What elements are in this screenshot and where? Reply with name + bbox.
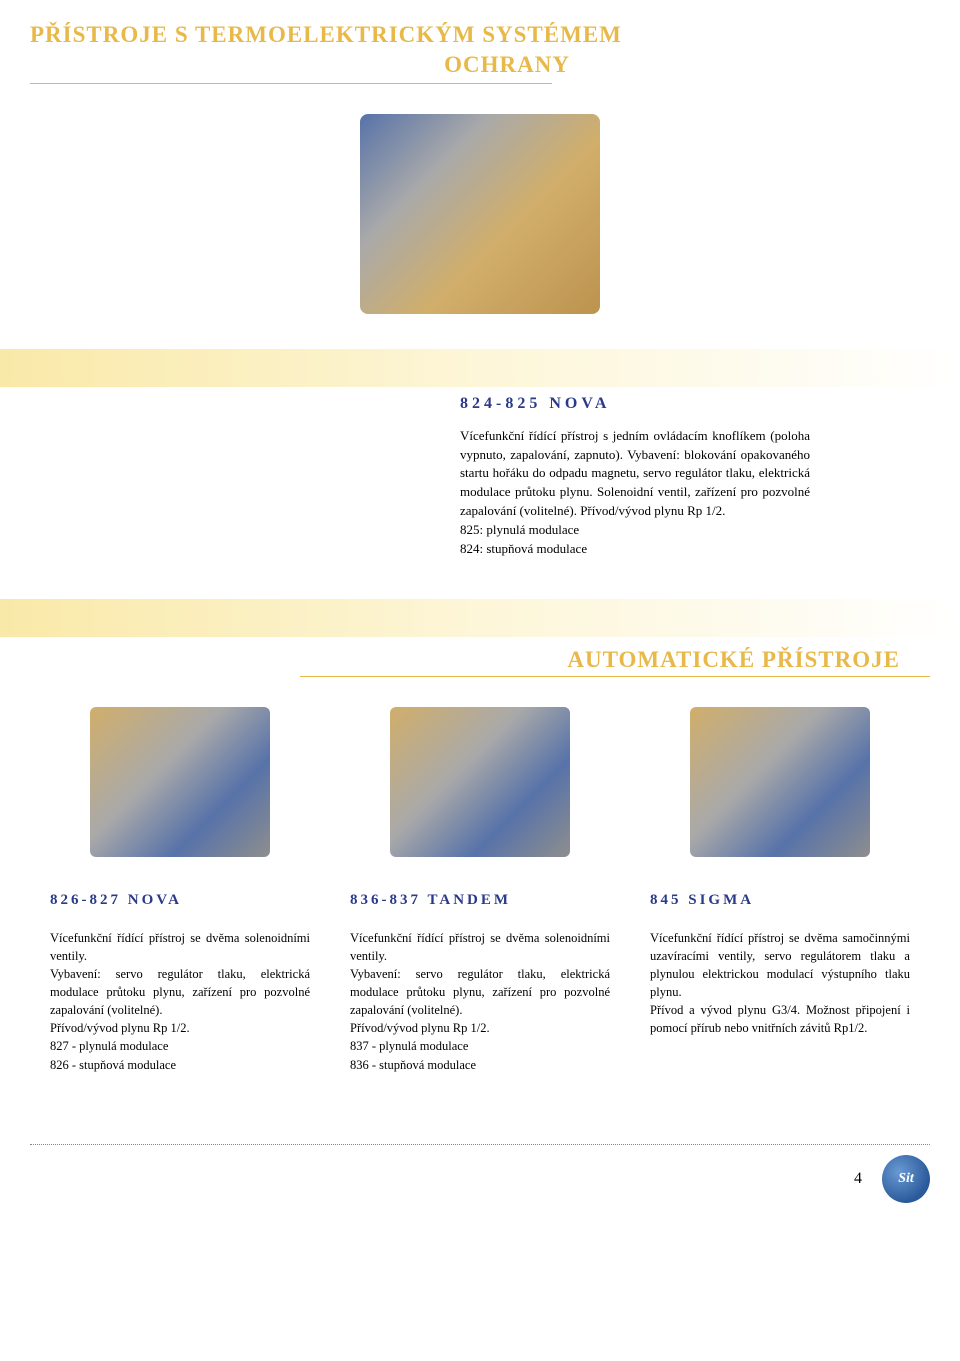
valve-image-845 [690, 707, 870, 857]
main-title-line1: PŘÍSTROJE S TERMOELEKTRICKÝM SYSTÉMEM [30, 20, 930, 50]
page-container: PŘÍSTROJE S TERMOELEKTRICKÝM SYSTÉMEM OC… [0, 0, 960, 1114]
product-image-2 [350, 707, 610, 862]
footer-divider [30, 1144, 930, 1145]
page-footer: 4 Sit [0, 1155, 960, 1223]
product-image-3 [650, 707, 910, 862]
product-code-main: 824-825 NOVA [30, 395, 930, 413]
product-col-3: 845 SIGMA Vícefunkční řídící přístroj se… [650, 892, 910, 1074]
product-images-row [30, 677, 930, 872]
product-desc-1b: Vybavení: servo regulátor tlaku, elektri… [50, 965, 310, 1019]
product-col-2: 836-837 TANDEM Vícefunkční řídící přístr… [350, 892, 610, 1074]
product-code-2: 836-837 TANDEM [350, 892, 610, 909]
brand-logo: Sit [882, 1155, 930, 1203]
spacer [30, 559, 930, 599]
main-desc-line2: 824: stupňová modulace [460, 540, 810, 559]
header-block: PŘÍSTROJE S TERMOELEKTRICKÝM SYSTÉMEM OC… [30, 20, 930, 84]
header-divider [30, 83, 552, 84]
main-description-block: Vícefunkční řídící přístroj s jedním ovl… [30, 427, 810, 559]
main-description: Vícefunkční řídící přístroj s jedním ovl… [460, 427, 810, 521]
product-col-1: 826-827 NOVA Vícefunkční řídící přístroj… [50, 892, 310, 1074]
product-desc-2e: 836 - stupňová modulace [350, 1056, 610, 1074]
product-desc-1e: 826 - stupňová modulace [50, 1056, 310, 1074]
valve-image-836 [390, 707, 570, 857]
product-code-3: 845 SIGMA [650, 892, 910, 909]
main-desc-line1: 825: plynulá modulace [460, 521, 810, 540]
yellow-band-1 [0, 349, 960, 387]
product-desc-2c: Přívod/vývod plynu Rp 1/2. [350, 1019, 610, 1037]
product-desc-1c: Přívod/vývod plynu Rp 1/2. [50, 1019, 310, 1037]
product-desc-1a: Vícefunkční řídící přístroj se dvěma sol… [50, 929, 310, 965]
product-desc-2b: Vybavení: servo regulátor tlaku, elektri… [350, 965, 610, 1019]
product-image-1 [50, 707, 310, 862]
hero-product-image [30, 94, 930, 349]
product-desc-2d: 837 - plynulá modulace [350, 1037, 610, 1055]
main-title-line2: OCHRANY [30, 50, 930, 80]
section2-title: AUTOMATICKÉ PŘÍSTROJE [30, 647, 930, 673]
logo-text: Sit [898, 1171, 914, 1187]
product-desc-2a: Vícefunkční řídící přístroj se dvěma sol… [350, 929, 610, 965]
valve-image-826 [90, 707, 270, 857]
valve-image-main [360, 114, 600, 314]
product-code-1: 826-827 NOVA [50, 892, 310, 909]
page-number: 4 [854, 1170, 862, 1188]
product-desc-1d: 827 - plynulá modulace [50, 1037, 310, 1055]
product-text-row: 826-827 NOVA Vícefunkční řídící přístroj… [30, 872, 930, 1084]
yellow-band-2 [0, 599, 960, 637]
product-desc-3b: Přívod a vývod plynu G3/4. Možnost připo… [650, 1001, 910, 1037]
product-desc-3a: Vícefunkční řídící přístroj se dvěma sam… [650, 929, 910, 1002]
